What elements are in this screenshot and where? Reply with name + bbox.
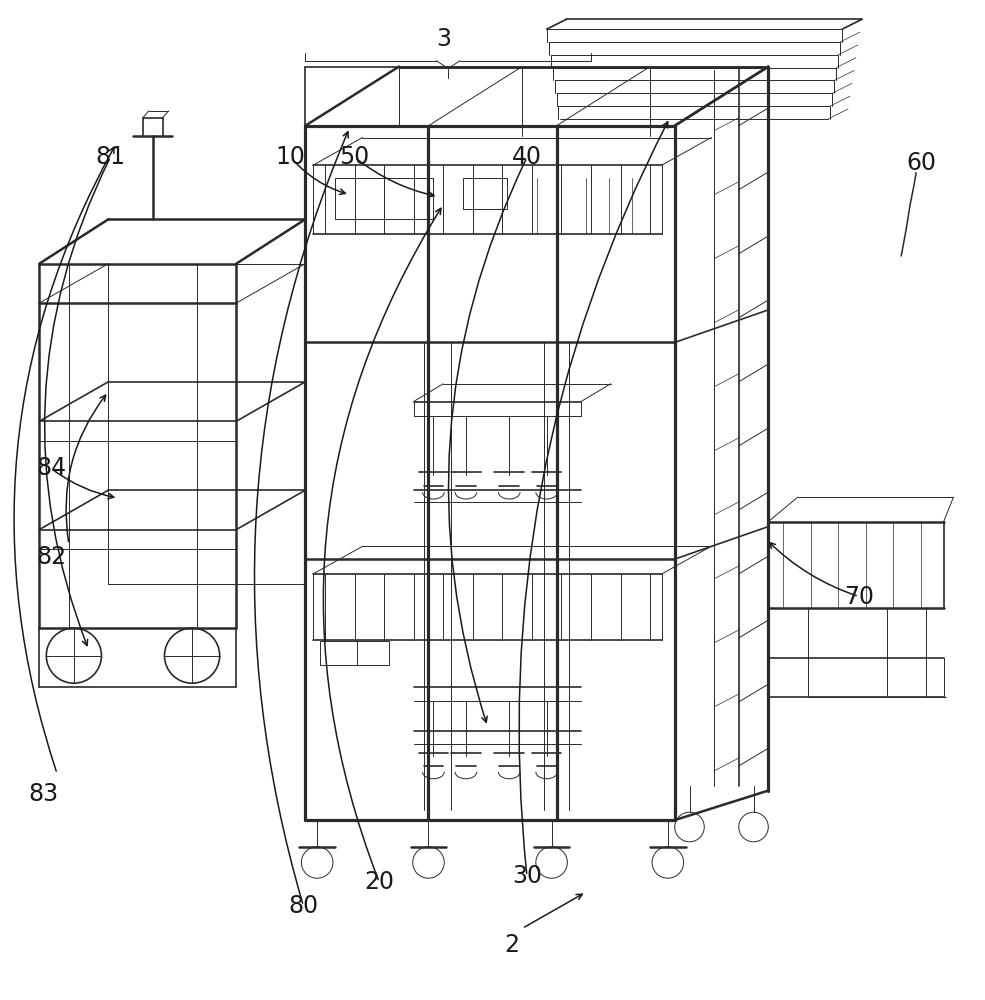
Text: 70: 70 <box>844 585 874 609</box>
Bar <box>463 178 507 209</box>
Text: 3: 3 <box>435 27 451 51</box>
Text: 30: 30 <box>512 864 542 888</box>
Text: 2: 2 <box>504 933 520 957</box>
Text: 60: 60 <box>906 151 936 175</box>
Text: 50: 50 <box>340 145 369 169</box>
Text: 10: 10 <box>276 145 305 169</box>
Text: 83: 83 <box>29 782 58 806</box>
Text: 20: 20 <box>364 870 394 894</box>
Text: 40: 40 <box>512 145 542 169</box>
Text: 84: 84 <box>36 456 66 480</box>
Text: 81: 81 <box>96 145 125 169</box>
Text: 80: 80 <box>289 894 318 918</box>
Bar <box>320 641 389 665</box>
Bar <box>335 178 433 219</box>
Text: 82: 82 <box>36 545 66 569</box>
